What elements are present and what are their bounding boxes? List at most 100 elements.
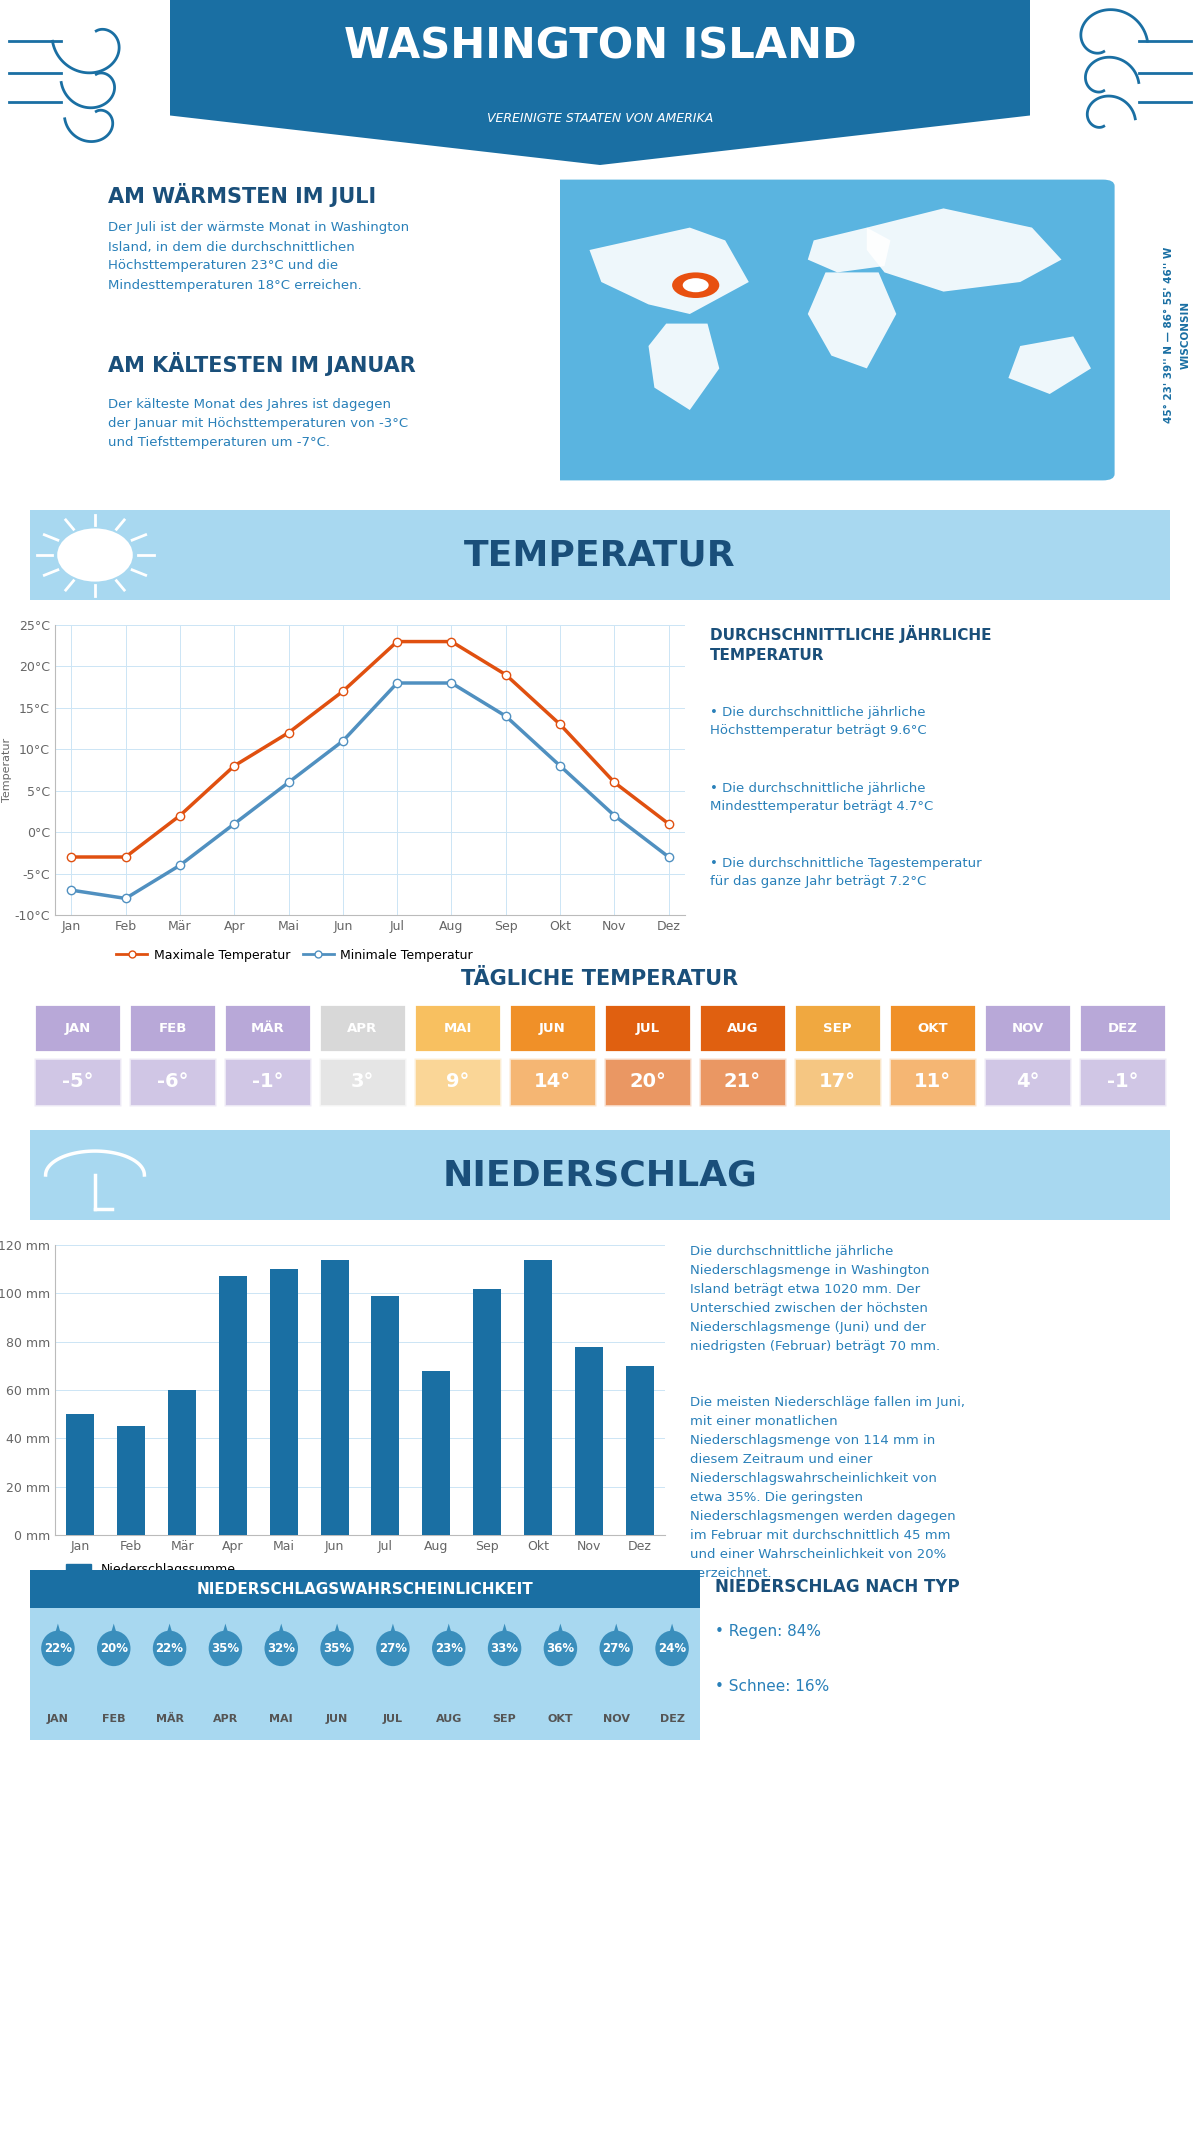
FancyBboxPatch shape: [128, 1004, 216, 1053]
Legend: Niederschlagssumme: Niederschlagssumme: [61, 1558, 241, 1581]
Polygon shape: [866, 208, 1062, 291]
Text: • Die durchschnittliche jährliche
Mindesttemperatur beträgt 4.7°C: • Die durchschnittliche jährliche Mindes…: [710, 781, 934, 813]
Polygon shape: [277, 1624, 286, 1639]
Text: DEZ: DEZ: [1108, 1021, 1138, 1034]
FancyBboxPatch shape: [1079, 1004, 1166, 1053]
Text: JUL: JUL: [636, 1021, 660, 1034]
Polygon shape: [444, 1624, 454, 1639]
Text: AM WÄRMSTEN IM JULI: AM WÄRMSTEN IM JULI: [108, 182, 377, 208]
Text: NIEDERSCHLAG NACH TYP: NIEDERSCHLAG NACH TYP: [715, 1579, 960, 1596]
Text: cc: cc: [30, 2099, 42, 2110]
Polygon shape: [221, 1624, 230, 1639]
FancyBboxPatch shape: [548, 180, 1115, 479]
Text: =: =: [116, 2099, 124, 2110]
Text: • Schnee: 16%: • Schnee: 16%: [715, 1678, 829, 1693]
Circle shape: [683, 278, 709, 293]
Text: JUN: JUN: [326, 1714, 348, 1725]
Text: 23%: 23%: [434, 1641, 463, 1654]
Text: • Die durchschnittliche jährliche
Höchsttemperatur beträgt 9.6°C: • Die durchschnittliche jährliche Höchst…: [710, 706, 926, 736]
Text: VEREINIGTE STAATEN VON AMERIKA: VEREINIGTE STAATEN VON AMERIKA: [487, 111, 713, 126]
FancyBboxPatch shape: [1079, 1057, 1166, 1106]
Y-axis label: Temperatur: Temperatur: [2, 738, 12, 802]
Text: AM KÄLTESTEN IM JANUAR: AM KÄLTESTEN IM JANUAR: [108, 351, 416, 377]
Polygon shape: [500, 1624, 509, 1639]
Text: APR: APR: [212, 1714, 238, 1725]
Text: DURCHSCHNITTLICHE JÄHRLICHE
TEMPERATUR: DURCHSCHNITTLICHE JÄHRLICHE TEMPERATUR: [710, 625, 991, 663]
Text: -1°: -1°: [252, 1072, 283, 1091]
Text: TEMPERATUR: TEMPERATUR: [464, 537, 736, 571]
FancyBboxPatch shape: [698, 1004, 786, 1053]
FancyBboxPatch shape: [414, 1004, 502, 1053]
FancyBboxPatch shape: [984, 1057, 1072, 1106]
Bar: [320, 1260, 348, 1534]
Text: 27%: 27%: [602, 1641, 630, 1654]
Text: 11°: 11°: [914, 1072, 952, 1091]
Circle shape: [320, 1631, 354, 1667]
FancyBboxPatch shape: [604, 1004, 691, 1053]
Circle shape: [544, 1631, 577, 1667]
Bar: [575, 1346, 602, 1534]
Polygon shape: [332, 1624, 342, 1639]
Text: MAI: MAI: [443, 1021, 472, 1034]
Text: 4°: 4°: [1015, 1072, 1039, 1091]
Bar: [422, 1370, 450, 1534]
Circle shape: [376, 1631, 409, 1667]
Text: Die meisten Niederschläge fallen im Juni,
mit einer monatlichen
Niederschlagsmen: Die meisten Niederschläge fallen im Juni…: [690, 1395, 965, 1579]
Circle shape: [432, 1631, 466, 1667]
FancyBboxPatch shape: [319, 1057, 406, 1106]
Text: 3°: 3°: [350, 1072, 374, 1091]
Circle shape: [97, 1631, 131, 1667]
FancyBboxPatch shape: [128, 1057, 216, 1106]
Text: FEB: FEB: [158, 1021, 187, 1034]
Polygon shape: [109, 1624, 119, 1639]
Polygon shape: [389, 1624, 397, 1639]
Text: NIEDERSCHLAG: NIEDERSCHLAG: [443, 1158, 757, 1192]
Text: 9°: 9°: [446, 1072, 469, 1091]
Polygon shape: [808, 272, 896, 368]
Text: AUG: AUG: [727, 1021, 758, 1034]
FancyBboxPatch shape: [17, 1569, 713, 1609]
Bar: [473, 1288, 502, 1534]
Circle shape: [59, 531, 132, 580]
Polygon shape: [589, 227, 749, 315]
Bar: [372, 1295, 400, 1534]
Circle shape: [209, 1631, 242, 1667]
Text: JAN: JAN: [65, 1021, 91, 1034]
Text: SEP: SEP: [493, 1714, 516, 1725]
Text: Die durchschnittliche jährliche
Niederschlagsmenge in Washington
Island beträgt : Die durchschnittliche jährliche Niedersc…: [690, 1245, 940, 1352]
FancyBboxPatch shape: [414, 1057, 502, 1106]
Text: -6°: -6°: [157, 1072, 188, 1091]
Bar: [625, 1365, 654, 1534]
Circle shape: [600, 1631, 634, 1667]
Text: OKT: OKT: [547, 1714, 574, 1725]
Text: JUN: JUN: [539, 1021, 566, 1034]
Text: • Die durchschnittliche Tagestemperatur
für das ganze Jahr beträgt 7.2°C: • Die durchschnittliche Tagestemperatur …: [710, 856, 982, 888]
FancyBboxPatch shape: [224, 1057, 311, 1106]
Text: 36%: 36%: [546, 1641, 575, 1654]
Text: OKT: OKT: [917, 1021, 948, 1034]
FancyBboxPatch shape: [17, 1566, 713, 1744]
Bar: [524, 1260, 552, 1534]
Text: • Regen: 84%: • Regen: 84%: [715, 1624, 821, 1639]
FancyBboxPatch shape: [509, 1004, 596, 1053]
Text: 21°: 21°: [724, 1072, 761, 1091]
Text: NOV: NOV: [602, 1714, 630, 1725]
Text: -5°: -5°: [61, 1072, 94, 1091]
Text: TÄGLICHE TEMPERATUR: TÄGLICHE TEMPERATUR: [462, 969, 738, 989]
Bar: [66, 1415, 95, 1534]
Text: 33%: 33%: [491, 1641, 518, 1654]
Text: WASHINGTON ISLAND: WASHINGTON ISLAND: [343, 26, 857, 66]
Text: 45° 23' 39'' N — 86° 55' 46'' W
WISCONSIN: 45° 23' 39'' N — 86° 55' 46'' W WISCONSI…: [1164, 246, 1190, 424]
FancyBboxPatch shape: [34, 1004, 121, 1053]
Text: DEZ: DEZ: [660, 1714, 684, 1725]
Bar: [168, 1391, 196, 1534]
Text: MÄR: MÄR: [251, 1021, 284, 1034]
Text: -1°: -1°: [1106, 1072, 1139, 1091]
Text: 24%: 24%: [658, 1641, 686, 1654]
Legend: Maximale Temperatur, Minimale Temperatur: Maximale Temperatur, Minimale Temperatur: [112, 944, 478, 967]
Text: 32%: 32%: [268, 1641, 295, 1654]
FancyBboxPatch shape: [224, 1004, 311, 1053]
Text: 14°: 14°: [534, 1072, 571, 1091]
FancyBboxPatch shape: [794, 1057, 881, 1106]
FancyBboxPatch shape: [34, 1057, 121, 1106]
